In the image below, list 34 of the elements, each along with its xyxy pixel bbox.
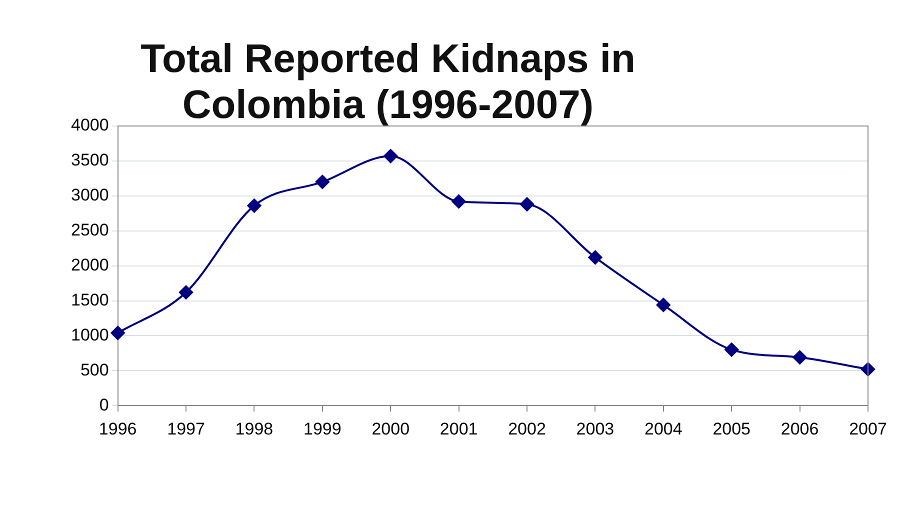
y-tick-label: 4000 (70, 116, 109, 135)
y-tick-label: 1000 (70, 325, 109, 344)
x-tick-label: 2000 (372, 419, 410, 438)
point (384, 149, 398, 164)
y-tick-label: 3000 (70, 186, 109, 205)
x-tick-label: 2002 (508, 419, 546, 438)
point (520, 197, 534, 212)
point (656, 298, 670, 312)
point (588, 250, 602, 264)
point (452, 194, 466, 208)
x-tick-label: 2001 (440, 419, 478, 438)
x-tick-label: 1998 (235, 419, 274, 438)
point (792, 350, 807, 364)
point (315, 174, 330, 189)
y-tick-label: 0 (99, 395, 109, 414)
y-tick-label: 1500 (70, 290, 109, 310)
y-tick-label: 500 (80, 360, 109, 380)
chart-title: Total Reported Kidnaps in Colombia (1996-2007) (140, 36, 636, 128)
x-tick-label: 1999 (304, 419, 342, 438)
point (179, 285, 194, 300)
point (861, 362, 875, 376)
point (724, 342, 739, 357)
x-tick-label: 2003 (576, 419, 614, 438)
y-tick-label: 2500 (70, 220, 109, 240)
y-tick-label: 3500 (70, 150, 109, 170)
x-tick-label: 2006 (780, 419, 819, 438)
x-tick-label: 2005 (712, 419, 751, 438)
x-tick-label: 2004 (644, 419, 682, 438)
x-tick-label: 1997 (167, 419, 205, 438)
y-tick-label: 2000 (70, 255, 109, 274)
point (247, 198, 262, 213)
x-tick-label: 1996 (98, 419, 137, 438)
x-tick-label: 2007 (849, 419, 887, 438)
point (110, 326, 125, 340)
